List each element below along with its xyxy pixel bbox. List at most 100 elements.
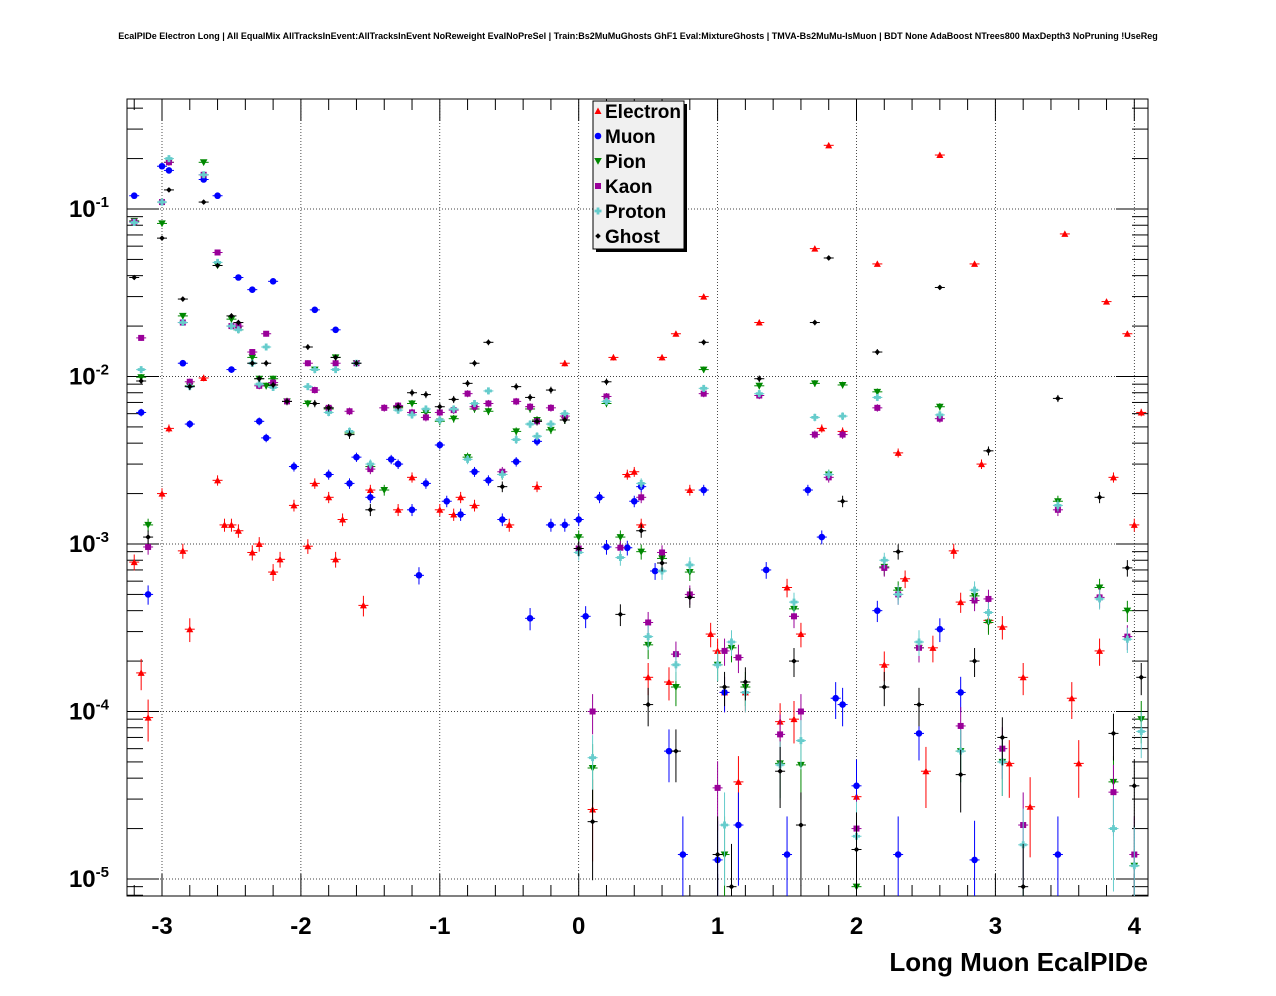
- data-point: [436, 416, 444, 424]
- data-point: [755, 390, 763, 398]
- data-point: [742, 679, 749, 685]
- data-point: [471, 399, 479, 407]
- data-point: [603, 393, 610, 400]
- data-point: [1138, 674, 1145, 681]
- data-point: [936, 411, 944, 419]
- data-point: [1054, 501, 1062, 509]
- data-point: [978, 460, 986, 468]
- data-point: [214, 192, 221, 200]
- data-point: [783, 851, 791, 858]
- data-point: [304, 383, 312, 391]
- data-point: [325, 405, 332, 411]
- data-point: [547, 420, 555, 428]
- data-point: [589, 708, 596, 715]
- data-point: [179, 359, 187, 367]
- data-point: [436, 409, 443, 416]
- data-point: [630, 468, 638, 475]
- data-point: [804, 486, 812, 494]
- data-point: [637, 548, 646, 556]
- data-point: [339, 516, 347, 523]
- data-point: [305, 344, 311, 350]
- data-point: [547, 404, 554, 411]
- data-point: [915, 638, 923, 646]
- data-point: [658, 353, 666, 361]
- data-point: [700, 390, 707, 397]
- data-point: [464, 380, 471, 387]
- legend-marker: [594, 158, 602, 165]
- data-point: [159, 235, 165, 241]
- data-point: [457, 511, 464, 518]
- data-point: [144, 591, 152, 598]
- data-point: [957, 598, 965, 606]
- data-point: [235, 319, 242, 326]
- legend-marker: [594, 132, 602, 140]
- data-point: [818, 533, 826, 541]
- data-point: [783, 583, 791, 591]
- data-point: [395, 403, 401, 410]
- data-point: [1096, 647, 1104, 654]
- data-point: [936, 625, 944, 633]
- data-point: [985, 595, 992, 602]
- data-point: [700, 486, 708, 494]
- data-point: [137, 374, 145, 382]
- y-tick-label: 10-2: [69, 362, 109, 391]
- data-point: [971, 856, 978, 864]
- data-point: [1096, 595, 1104, 603]
- data-point: [527, 394, 533, 401]
- data-point: [880, 556, 888, 564]
- data-point: [797, 708, 804, 715]
- data-point: [158, 198, 166, 206]
- data-point: [936, 403, 944, 411]
- data-point: [998, 623, 1006, 630]
- data-point: [659, 549, 666, 556]
- data-point: [1137, 408, 1145, 416]
- data-point: [984, 608, 992, 616]
- data-point: [221, 521, 229, 528]
- data-point: [380, 487, 389, 494]
- data-point: [672, 330, 680, 337]
- data-point: [728, 883, 735, 890]
- data-point: [499, 483, 506, 490]
- data-point: [256, 375, 263, 382]
- data-point: [714, 647, 722, 654]
- legend-box: [592, 100, 685, 250]
- data-point: [186, 378, 193, 385]
- data-point: [145, 543, 152, 550]
- data-point: [755, 382, 764, 390]
- data-point: [672, 684, 680, 691]
- data-point: [853, 782, 860, 790]
- data-point: [359, 601, 367, 609]
- data-point: [811, 380, 819, 388]
- y-tick-exponent: -3: [96, 529, 109, 546]
- data-point: [284, 398, 290, 405]
- data-point: [894, 590, 902, 598]
- data-point: [838, 381, 847, 389]
- data-point: [853, 846, 860, 853]
- data-point: [227, 316, 236, 323]
- data-point: [936, 151, 944, 159]
- data-point: [735, 654, 742, 661]
- data-point: [346, 480, 353, 487]
- data-point: [790, 598, 798, 606]
- data-point: [276, 555, 284, 563]
- data-point: [394, 506, 402, 513]
- data-point: [971, 658, 978, 664]
- data-point: [839, 431, 846, 438]
- data-point: [346, 431, 353, 438]
- data-point: [971, 260, 979, 267]
- data-point: [825, 255, 832, 261]
- data-point: [144, 521, 152, 529]
- data-point: [199, 159, 208, 167]
- data-point: [1055, 395, 1061, 402]
- legend-marker: [595, 233, 601, 239]
- data-point: [659, 560, 665, 566]
- data-point: [353, 453, 360, 461]
- x-tick-label: 3: [989, 913, 1002, 940]
- data-point: [443, 497, 451, 505]
- data-point: [408, 400, 416, 408]
- data-point: [721, 647, 728, 654]
- data-point: [235, 274, 242, 281]
- data-point: [755, 319, 763, 326]
- data-point: [311, 479, 319, 487]
- data-point: [137, 669, 145, 676]
